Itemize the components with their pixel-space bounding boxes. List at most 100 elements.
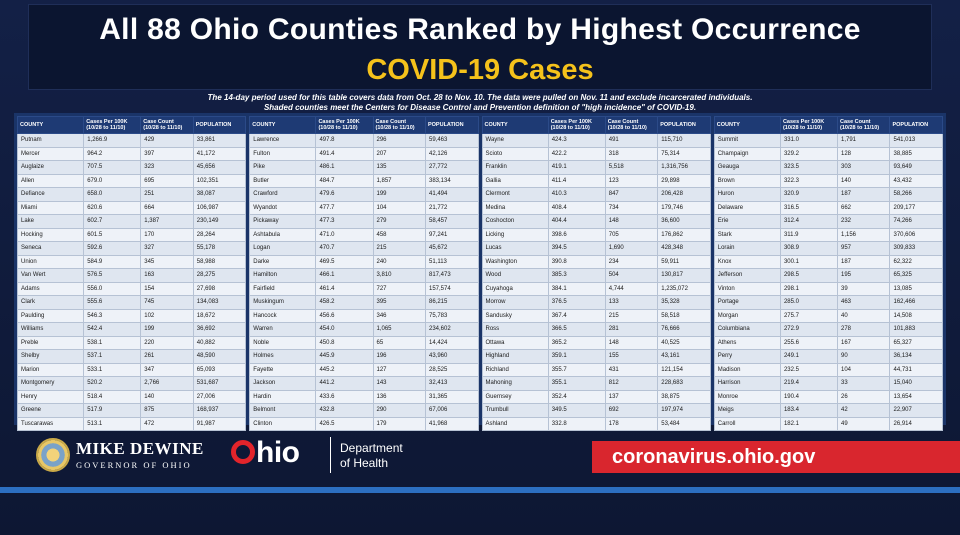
table-header-row: COUNTY Cases Per 100K (10/28 to 11/10) Cas… (249, 116, 479, 134)
table-row: Greene 517.9 875 168,937 (16, 403, 247, 418)
table-row: Monroe 190.4 26 13,654 (713, 389, 943, 404)
county-name: Clermont (481, 187, 549, 202)
table-row: Ottawa 365.2 148 40,525 (481, 335, 711, 350)
cases-per-100k: 285.0 (779, 295, 839, 310)
table-row: Adams 556.0 154 27,698 (16, 281, 247, 296)
cases-per-100k: 513.1 (83, 416, 142, 431)
case-count: 136 (372, 389, 426, 404)
population: 48,590 (192, 349, 247, 364)
table-row: Erie 312.4 232 74,266 (713, 214, 943, 229)
county-name: Morrow (481, 295, 549, 310)
table-row: Muskingum 458.2 395 86,215 (249, 295, 479, 310)
cases-per-100k: 466.1 (315, 268, 374, 283)
cases-per-100k: 329.2 (779, 146, 839, 161)
population: 428,348 (657, 241, 711, 256)
case-count: 220 (140, 335, 194, 350)
case-count: 491 (604, 133, 659, 148)
footer: MIKE DEWINE GOVERNOR OF OHIO hio Departm… (0, 425, 960, 505)
population: 197,974 (657, 403, 711, 418)
table-row: Tuscarawas 513.1 472 91,987 (16, 416, 247, 431)
case-count: 323 (140, 160, 194, 175)
population: 38,885 (889, 146, 943, 161)
table-row: Montgomery 520.2 2,766 531,687 (16, 376, 247, 391)
population: 106,987 (192, 200, 247, 215)
case-count: 234 (604, 254, 659, 269)
case-count: 327 (140, 241, 194, 256)
population: 36,692 (192, 322, 247, 337)
cases-per-100k: 454.0 (315, 322, 374, 337)
ohio-logo-text: hio (256, 436, 300, 469)
population: 93,649 (889, 160, 943, 175)
population: 370,606 (889, 227, 943, 242)
county-name: Miami (16, 200, 85, 215)
case-count: 179 (372, 416, 426, 431)
county-name: Hamilton (249, 268, 317, 283)
table-row: Hocking 601.5 170 28,264 (16, 227, 247, 242)
county-name: Wyandot (249, 200, 317, 215)
county-name: Butler (249, 173, 317, 188)
county-name: Ross (481, 322, 549, 337)
county-name: Adams (16, 281, 85, 296)
population: 14,424 (424, 335, 479, 350)
county-name: Washington (481, 254, 549, 269)
table-row: Harrison 219.4 33 15,040 (713, 376, 943, 391)
county-name: Ottawa (481, 335, 549, 350)
county-name: Van Wert (16, 268, 85, 283)
county-name: Jackson (249, 376, 317, 391)
cases-per-100k: 366.5 (547, 322, 606, 337)
population: 65,325 (889, 268, 943, 283)
county-name: Clinton (249, 416, 317, 431)
table-row: Union 584.9 345 58,988 (16, 254, 247, 269)
cases-per-100k: 486.1 (315, 160, 374, 175)
header-population: POPULATION (192, 116, 247, 134)
population: 29,898 (657, 173, 711, 188)
county-name: Jefferson (713, 268, 781, 283)
cases-per-100k: 542.4 (83, 322, 142, 337)
cases-per-100k: 308.9 (779, 241, 839, 256)
cases-per-100k: 384.1 (547, 281, 606, 296)
population: 45,672 (424, 241, 479, 256)
cases-per-100k: 592.6 (83, 241, 142, 256)
header-county: COUNTY (249, 116, 317, 134)
cases-per-100k: 469.5 (315, 254, 374, 269)
population: 44,731 (889, 362, 943, 377)
cases-per-100k: 320.9 (779, 187, 839, 202)
cases-per-100k: 352.4 (547, 389, 606, 404)
cases-per-100k: 298.5 (779, 268, 839, 283)
case-count: 26 (836, 389, 891, 404)
cases-per-100k: 450.8 (315, 335, 374, 350)
cases-per-100k: 555.6 (83, 295, 142, 310)
population: 41,968 (424, 416, 479, 431)
case-count: 504 (604, 268, 659, 283)
website-link[interactable]: coronavirus.ohio.gov (592, 441, 960, 473)
population: 58,266 (889, 187, 943, 202)
case-count: 727 (372, 281, 426, 296)
county-table: COUNTY Cases Per 100K (10/28 to 11/10) Cas… (481, 116, 711, 431)
table-row: Miami 620.6 664 106,987 (16, 200, 247, 215)
table-row: Geauga 323.5 303 93,649 (713, 160, 943, 175)
table-row: Carroll 182.1 49 26,914 (713, 416, 943, 431)
population: 27,006 (192, 389, 247, 404)
county-name: Champaign (713, 146, 781, 161)
county-name: Medina (481, 200, 549, 215)
case-count: 847 (604, 187, 659, 202)
cases-per-100k: 517.9 (83, 403, 142, 418)
governor-name: MIKE DEWINE (76, 439, 204, 458)
county-name: Tuscarawas (16, 416, 85, 431)
population: 75,783 (424, 308, 479, 323)
cases-per-100k: 311.9 (779, 227, 839, 242)
county-name: Holmes (249, 349, 317, 364)
case-count: 2,766 (140, 376, 194, 391)
population: 32,413 (424, 376, 479, 391)
cases-per-100k: 520.2 (83, 376, 142, 391)
cases-per-100k: 658.0 (83, 187, 142, 202)
cases-per-100k: 576.5 (83, 268, 142, 283)
county-name: Columbiana (713, 322, 781, 337)
table-row: Cuyahoga 384.1 4,744 1,235,072 (481, 281, 711, 296)
case-count: 397 (140, 146, 194, 161)
table-header-row: COUNTY Cases Per 100K (10/28 to 11/10) Cas… (481, 116, 711, 134)
county-name: Williams (16, 322, 85, 337)
population: 130,817 (657, 268, 711, 283)
population: 75,314 (657, 146, 711, 161)
